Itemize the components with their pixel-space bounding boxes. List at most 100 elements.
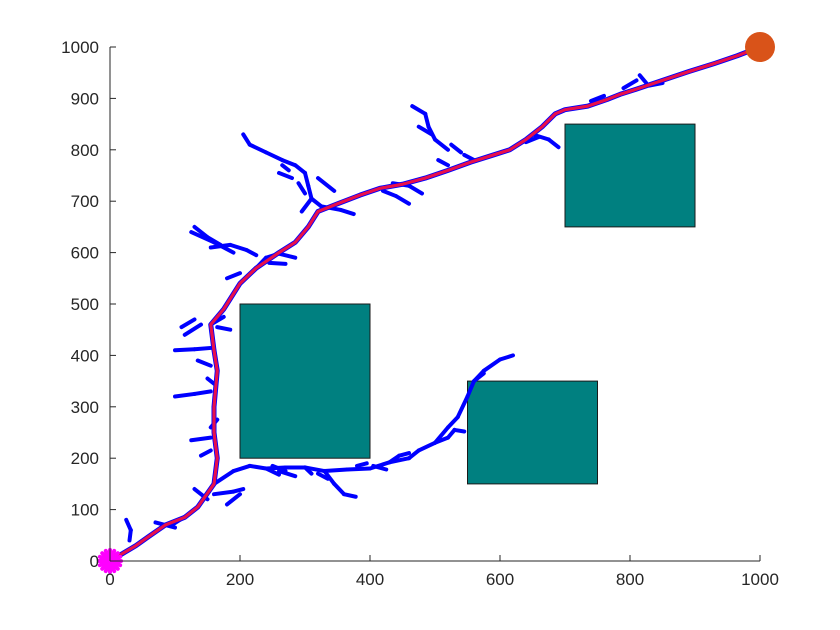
tree-edge (189, 230, 216, 245)
tree-edge (472, 371, 486, 384)
tree-edge (306, 183, 314, 201)
y-tick-label: 0 (90, 552, 99, 571)
planned-path (107, 44, 763, 564)
tree-edge (293, 163, 307, 175)
tree-edge (322, 469, 337, 486)
tree-edge (345, 466, 372, 472)
tree-edge (410, 104, 428, 116)
tree-edge (212, 469, 236, 486)
tree-edge (299, 196, 314, 214)
x-tick-label: 200 (226, 570, 254, 589)
tree-edge (277, 251, 298, 260)
x-tick-label: 0 (105, 570, 114, 589)
tree-edge (212, 489, 236, 497)
tree-edge (205, 376, 216, 386)
tree-edge (303, 465, 314, 476)
y-ticks: 0 100 200 300 400 500 600 700 800 900 1000 (61, 38, 116, 571)
y-tick-label: 300 (71, 398, 99, 417)
tree-edge (182, 322, 203, 337)
tree-edge (452, 427, 467, 434)
y-tick-label: 100 (71, 501, 99, 520)
tree-edge (416, 124, 434, 137)
tree-edge (264, 466, 281, 477)
obstacles (239, 123, 696, 485)
tree-edge (179, 317, 197, 330)
tree-edge (173, 347, 197, 353)
tree-edge (277, 170, 294, 181)
tree-edge (433, 137, 450, 152)
y-tick-label: 600 (71, 244, 99, 263)
tree-edge (244, 248, 259, 258)
tree-edge (192, 224, 210, 240)
tree-edge (296, 181, 307, 196)
tree-edge (280, 163, 291, 173)
obstacle-2 (467, 380, 598, 485)
tree-edge (225, 271, 242, 281)
tree-edge (342, 492, 358, 499)
tree-edge (449, 142, 463, 155)
tree-edge (481, 357, 502, 373)
tree-edge (316, 471, 330, 481)
tree-edge (621, 78, 639, 91)
y-tick-label: 700 (71, 192, 99, 211)
tree-edge (498, 353, 515, 362)
tree-edge (270, 463, 288, 474)
tree-edge (199, 448, 213, 458)
tree-edge (192, 345, 216, 352)
tree-edge (215, 325, 233, 332)
tree-edge (225, 492, 242, 507)
tree-edge (355, 461, 369, 468)
obstacle-1 (239, 303, 371, 459)
goal-marker (745, 32, 775, 62)
y-tick-label: 500 (71, 295, 99, 314)
tree-edge (228, 242, 249, 253)
tree-edge (446, 415, 460, 430)
tree-edge (381, 188, 398, 199)
x-tick-label: 600 (486, 570, 514, 589)
tree-edge (407, 448, 421, 461)
tree-edge (208, 242, 233, 250)
tree-edge (231, 487, 246, 494)
tree-edge (397, 451, 411, 458)
tree-edge (524, 134, 541, 145)
x-ticks: 0 200 400 600 800 1000 (105, 555, 779, 589)
tree-edge (280, 158, 298, 168)
tree-edge (189, 435, 213, 443)
y-tick-label: 400 (71, 346, 99, 365)
markers (97, 32, 775, 574)
tree-edge (423, 111, 431, 129)
tree-edge (241, 132, 252, 147)
tree-edge (192, 389, 213, 396)
tree-edge (173, 391, 197, 399)
tree-edge (338, 207, 356, 217)
x-tick-label: 400 (356, 570, 384, 589)
tree-edge (322, 467, 350, 474)
y-tick-label: 800 (71, 141, 99, 160)
tree-edge (436, 158, 450, 168)
tree-edge (127, 528, 133, 543)
tree-edge (332, 481, 346, 497)
x-tick-label: 1000 (741, 570, 779, 589)
tree-edge (231, 463, 252, 474)
tree-edge (195, 358, 213, 368)
obstacle-3 (564, 123, 696, 228)
y-tick-label: 1000 (61, 38, 99, 57)
tree-edge (455, 394, 470, 420)
path-line (108, 45, 762, 563)
tree-edge (247, 463, 268, 471)
tree-edge (247, 142, 268, 155)
tree-edge (637, 73, 649, 85)
tree-edge (309, 196, 324, 209)
tree-edge (264, 150, 285, 163)
tree-edge (303, 170, 311, 188)
y-tick-label: 900 (71, 89, 99, 108)
tree-edge (546, 137, 561, 150)
tree-edge (416, 440, 437, 453)
tree-edge (371, 463, 389, 472)
tree-edge (465, 379, 476, 399)
tree-edge (267, 260, 288, 266)
tree-edge (394, 194, 411, 206)
x-tick-label: 800 (616, 570, 644, 589)
tree-edge (277, 469, 298, 479)
